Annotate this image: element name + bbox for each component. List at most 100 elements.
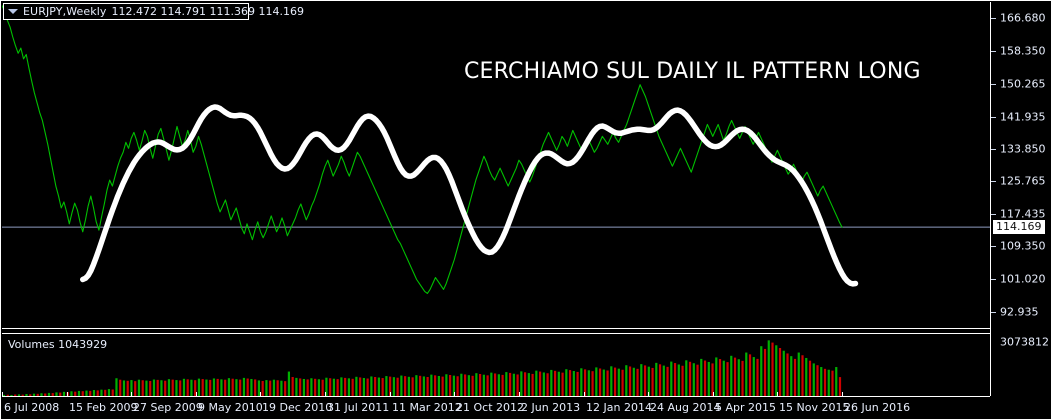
time-tick (131, 392, 132, 397)
volume-bar (385, 376, 388, 396)
volume-bar (257, 380, 261, 396)
volume-bar (606, 370, 609, 396)
volume-bar (59, 392, 62, 396)
volume-bar (280, 380, 283, 396)
volume-bar (92, 390, 96, 396)
volume-bar (651, 367, 654, 396)
volume-bar (261, 380, 264, 396)
volume-bar (437, 375, 440, 396)
volume-bar (430, 374, 433, 396)
volume-bar (666, 366, 669, 396)
volume-bar (167, 379, 171, 396)
volume-bar (576, 371, 579, 396)
volume-chart-pane[interactable] (2, 335, 990, 396)
volume-bar (269, 380, 272, 396)
volume-bar (434, 375, 437, 396)
volume-bar (688, 361, 692, 396)
price-tick (991, 148, 996, 150)
volume-bar (396, 377, 399, 396)
time-tick-label: 9 May 2010 (198, 401, 263, 414)
volume-bar (242, 377, 246, 396)
volume-bar (449, 374, 452, 396)
time-tick (777, 392, 778, 397)
volume-bar (580, 368, 583, 396)
caret-down-icon[interactable] (8, 9, 18, 14)
volume-bar (171, 379, 174, 396)
price-tick (991, 311, 996, 313)
volume-bar (359, 377, 362, 396)
volume-bar (156, 379, 159, 396)
volume-plot-svg (2, 340, 842, 396)
time-tick (67, 392, 68, 397)
volume-bar (400, 375, 403, 396)
volume-bar (344, 377, 347, 396)
volume-bar (831, 370, 834, 396)
volume-bar (126, 380, 129, 396)
volume-bar (778, 348, 782, 396)
time-scale[interactable]: 6 Jul 2008 15 Feb 2009 27 Sep 2009 9 May 20… (2, 392, 990, 420)
volume-bar (835, 367, 838, 396)
volume-bar (486, 375, 489, 396)
time-tick-label: 19 Dec 2010 (262, 401, 333, 414)
price-tick-label: 101.020 (1000, 272, 1046, 286)
volume-bar (625, 365, 628, 396)
volume-bar (332, 378, 335, 396)
volume-bar (351, 378, 354, 396)
price-plot-svg (2, 5, 990, 294)
time-tick (196, 392, 197, 397)
time-tick (648, 392, 649, 397)
volume-bar (299, 378, 302, 396)
volume-bar (325, 377, 328, 396)
time-tick (325, 392, 326, 397)
volume-bar (793, 358, 797, 396)
price-scale[interactable]: 166.680 158.350 150.265 141.935 133.850 125.7… (991, 2, 1052, 396)
time-tick-label: 27 Sep 2009 (133, 401, 203, 414)
chart-annotation-text: CERCHIAMO SUL DAILY IL PATTERN LONG (464, 59, 921, 84)
volume-bar (224, 379, 227, 396)
volume-bar (482, 374, 485, 396)
volume-bar (760, 346, 763, 396)
price-chart-pane[interactable] (2, 2, 990, 328)
volume-bar (497, 374, 500, 396)
time-tick (842, 392, 843, 397)
volume-bar (741, 360, 744, 396)
volume-bar (677, 364, 680, 396)
price-tick-label: 158.350 (1000, 44, 1046, 58)
volume-bar (111, 389, 114, 396)
volume-bar (647, 366, 650, 396)
volume-bar (272, 379, 276, 396)
price-tick-label: 133.850 (1000, 142, 1046, 156)
volume-bar (25, 394, 28, 396)
symbol-label: EURJPY,Weekly (23, 5, 107, 18)
volume-bar (670, 361, 673, 396)
volume-bar (295, 377, 298, 396)
volume-bar (122, 380, 126, 396)
volume-bar (790, 356, 793, 396)
time-axis-divider (2, 396, 990, 397)
volume-bar (254, 379, 257, 396)
volume-bar (426, 376, 429, 396)
volume-bar (681, 365, 684, 396)
volume-bar (310, 378, 313, 396)
volume-bar (190, 379, 193, 396)
volume-bar (816, 365, 819, 396)
price-tick-label: 150.265 (1000, 77, 1046, 91)
volume-bar (445, 374, 448, 396)
ohlc-values: 112.472 114.791 111.369 114.169 (111, 5, 304, 18)
price-tick (991, 214, 996, 216)
volume-bar (239, 379, 242, 396)
volume-bar (134, 381, 137, 396)
volume-bar (587, 370, 590, 396)
volume-bar (145, 380, 148, 396)
volume-bar (726, 362, 729, 396)
volume-bar (377, 377, 380, 396)
volume-bar (89, 390, 92, 396)
price-tick (991, 181, 996, 183)
volume-bar (685, 360, 688, 396)
volume-bar (197, 378, 201, 396)
volume-bar (613, 367, 617, 396)
volume-bar (535, 370, 538, 396)
volume-bar (748, 354, 752, 396)
symbol-header-bar[interactable]: EURJPY,Weekly 112.472 114.791 111.369 11… (3, 3, 304, 20)
